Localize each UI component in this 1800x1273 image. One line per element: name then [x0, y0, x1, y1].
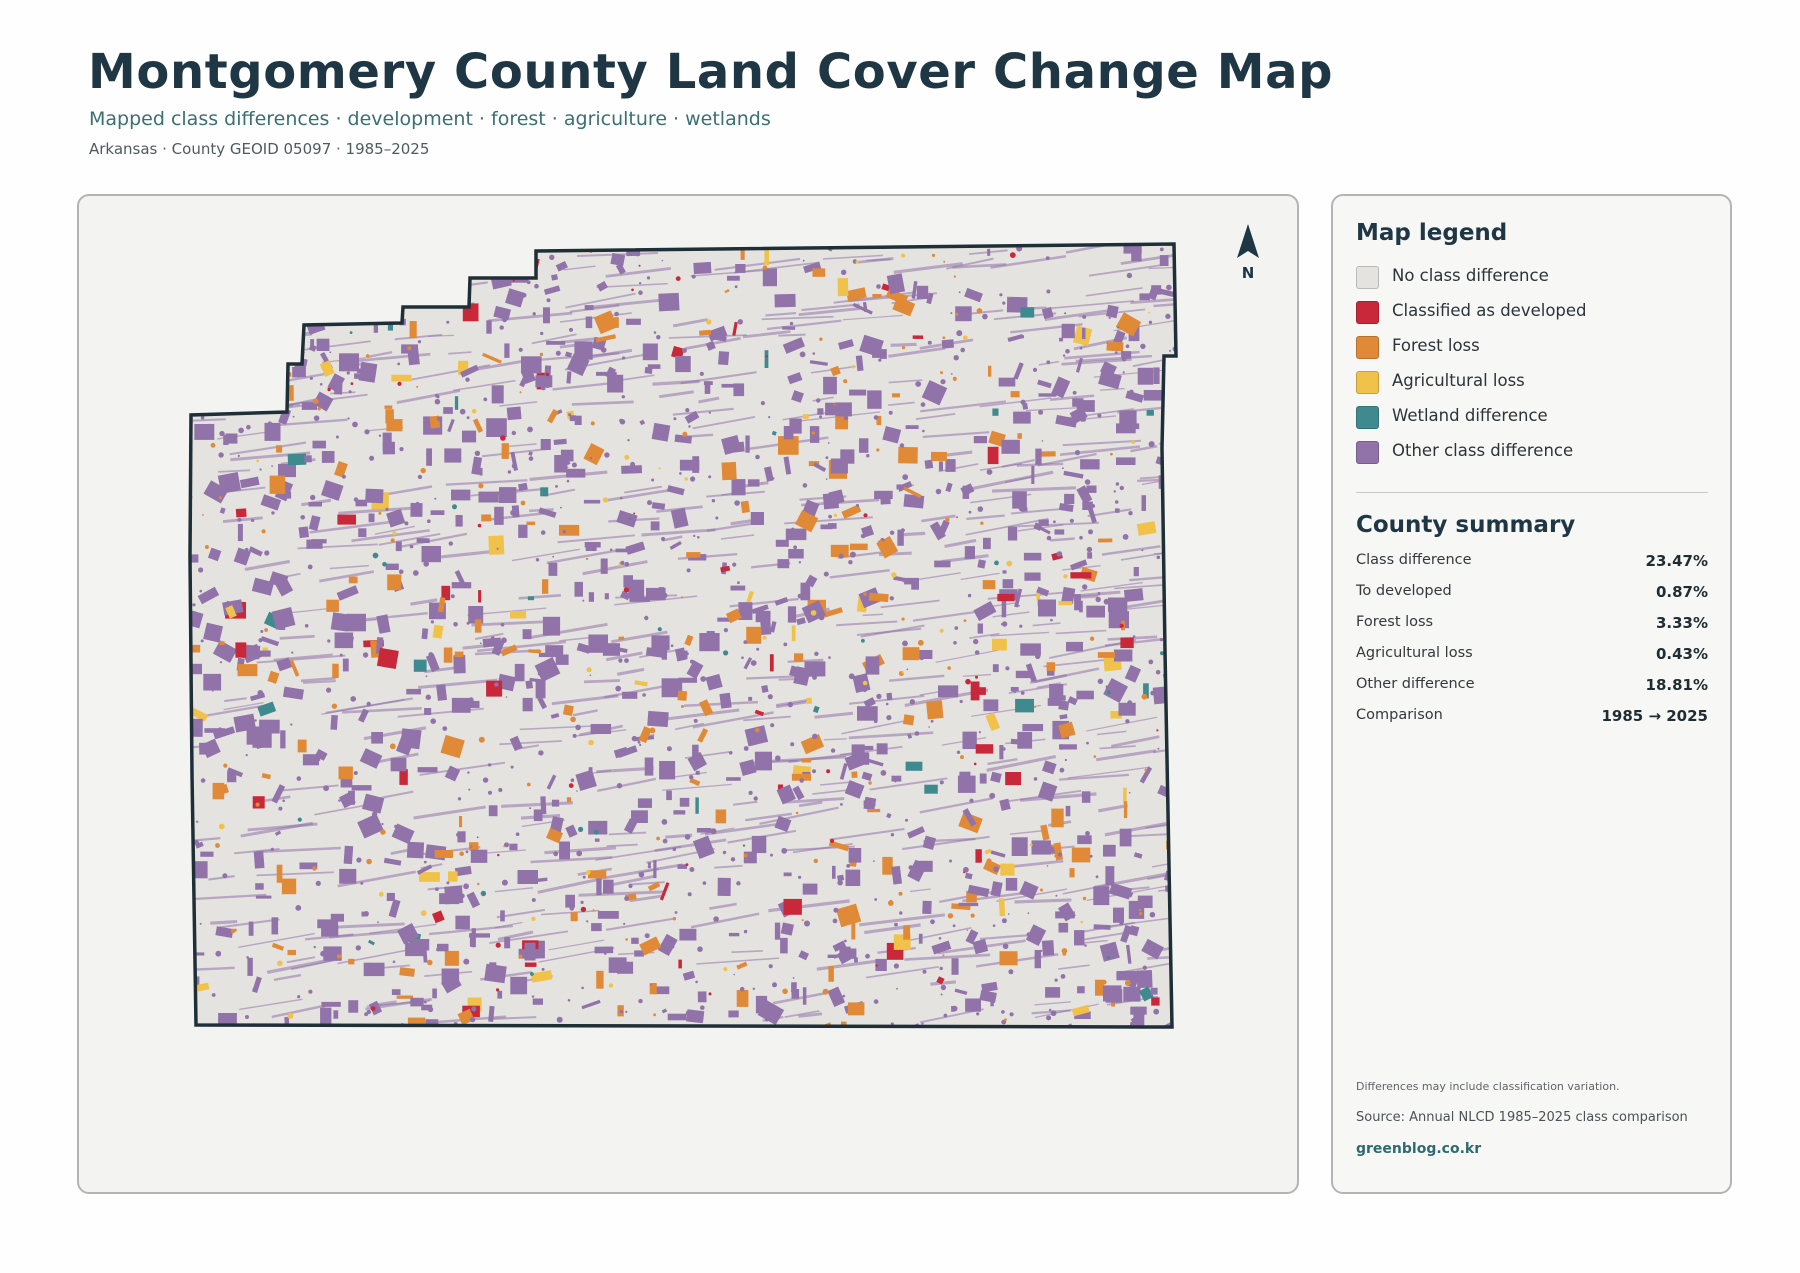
page-meta: Arkansas · County GEOID 05097 · 1985–202…	[89, 140, 430, 158]
legend-divider	[1356, 492, 1708, 493]
summary-label: Comparison	[1356, 707, 1443, 723]
summary-value: 23.47%	[1645, 552, 1708, 570]
north-arrow-icon: N	[1237, 224, 1259, 282]
change-patches	[190, 244, 1176, 1027]
summary-row: To developed 0.87%	[1356, 583, 1708, 605]
summary-label: Agricultural loss	[1356, 645, 1473, 661]
summary-row: Forest loss 3.33%	[1356, 614, 1708, 636]
summary-title: County summary	[1356, 512, 1576, 538]
legend-swatch	[1356, 371, 1379, 394]
summary-value: 1985 → 2025	[1601, 707, 1708, 725]
summary-value: 0.43%	[1655, 645, 1708, 663]
site-link[interactable]: greenblog.co.kr	[1356, 1141, 1482, 1157]
legend-label: Other class difference	[1392, 441, 1574, 460]
legend-panel: Map legend No class difference Classifie…	[1331, 194, 1732, 1194]
page-title: Montgomery County Land Cover Change Map	[88, 44, 1334, 100]
legend-swatch	[1356, 266, 1379, 289]
summary-value: 0.87%	[1655, 583, 1708, 601]
legend-label: No class difference	[1392, 266, 1549, 285]
county-boundary	[188, 242, 1178, 1029]
legend-swatch	[1356, 441, 1379, 464]
summary-label: Class difference	[1356, 552, 1472, 568]
summary-row: Agricultural loss 0.43%	[1356, 645, 1708, 667]
summary-value: 3.33%	[1655, 614, 1708, 632]
legend-swatch	[1356, 406, 1379, 429]
summary-row: Comparison 1985 → 2025	[1356, 707, 1708, 729]
summary-label: Forest loss	[1356, 614, 1434, 630]
north-label: N	[1242, 264, 1255, 282]
legend-label: Agricultural loss	[1392, 371, 1525, 390]
summary-row: Class difference 23.47%	[1356, 552, 1708, 574]
legend-label: Classified as developed	[1392, 301, 1587, 320]
legend-swatch	[1356, 336, 1379, 359]
summary-label: Other difference	[1356, 676, 1475, 692]
summary-value: 18.81%	[1645, 676, 1708, 694]
county-map[interactable]	[79, 196, 1299, 1194]
legend-label: Wetland difference	[1392, 406, 1548, 425]
legend-swatch	[1356, 301, 1379, 324]
legend-title: Map legend	[1356, 220, 1508, 246]
county-area	[190, 244, 1176, 1027]
summary-row: Other difference 18.81%	[1356, 676, 1708, 698]
legend-label: Forest loss	[1392, 336, 1480, 355]
map-panel: N	[77, 194, 1299, 1194]
source-text: Source: Annual NLCD 1985–2025 class comp…	[1356, 1110, 1688, 1125]
footnote: Differences may include classification v…	[1356, 1080, 1620, 1093]
page-subtitle: Mapped class differences · development ·…	[89, 108, 771, 130]
summary-label: To developed	[1356, 583, 1452, 599]
